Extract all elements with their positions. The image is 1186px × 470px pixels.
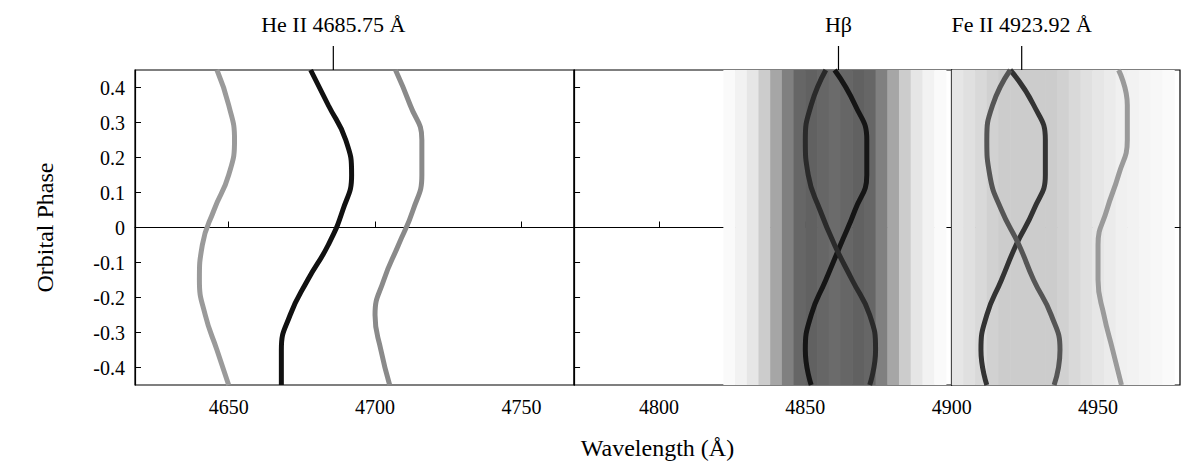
svg-text:Hβ: Hβ (825, 12, 852, 37)
svg-text:4750: 4750 (501, 396, 541, 418)
svg-text:4950: 4950 (1078, 396, 1118, 418)
svg-text:4900: 4900 (932, 396, 972, 418)
svg-text:4850: 4850 (785, 396, 825, 418)
svg-text:0: 0 (115, 217, 125, 239)
svg-text:4800: 4800 (639, 396, 679, 418)
svg-text:Orbital Phase: Orbital Phase (32, 163, 58, 293)
svg-text:0.2: 0.2 (100, 147, 125, 169)
svg-text:-0.3: -0.3 (93, 322, 125, 344)
svg-text:4650: 4650 (209, 396, 249, 418)
svg-text:0.3: 0.3 (100, 112, 125, 134)
svg-text:Wavelength (Å): Wavelength (Å) (581, 435, 734, 461)
svg-text:He II 4685.75 Å: He II 4685.75 Å (261, 12, 405, 37)
svg-text:4700: 4700 (355, 396, 395, 418)
svg-text:Fe II 4923.92 Å: Fe II 4923.92 Å (951, 12, 1092, 37)
svg-text:-0.2: -0.2 (93, 287, 125, 309)
svg-text:-0.4: -0.4 (93, 357, 125, 379)
svg-text:0.4: 0.4 (100, 77, 125, 99)
svg-text:-0.1: -0.1 (93, 252, 125, 274)
svg-text:0.1: 0.1 (100, 182, 125, 204)
